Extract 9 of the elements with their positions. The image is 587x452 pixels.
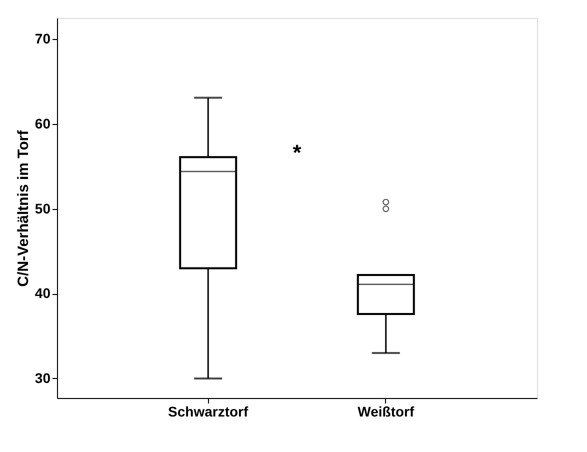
y-tick-label: 60 — [34, 116, 51, 132]
x-tick-label: Weißtorf — [358, 404, 414, 420]
y-tick-label: 40 — [34, 285, 51, 302]
y-tick-label: 50 — [34, 200, 51, 216]
y-tick-label: 30 — [34, 370, 51, 386]
x-tick-label: Schwarztorf — [168, 404, 249, 420]
y-tick-label: 70 — [34, 30, 51, 47]
y-axis-title: C/N-Verhältnis im Torf — [14, 129, 32, 287]
annotation: * — [292, 140, 302, 165]
